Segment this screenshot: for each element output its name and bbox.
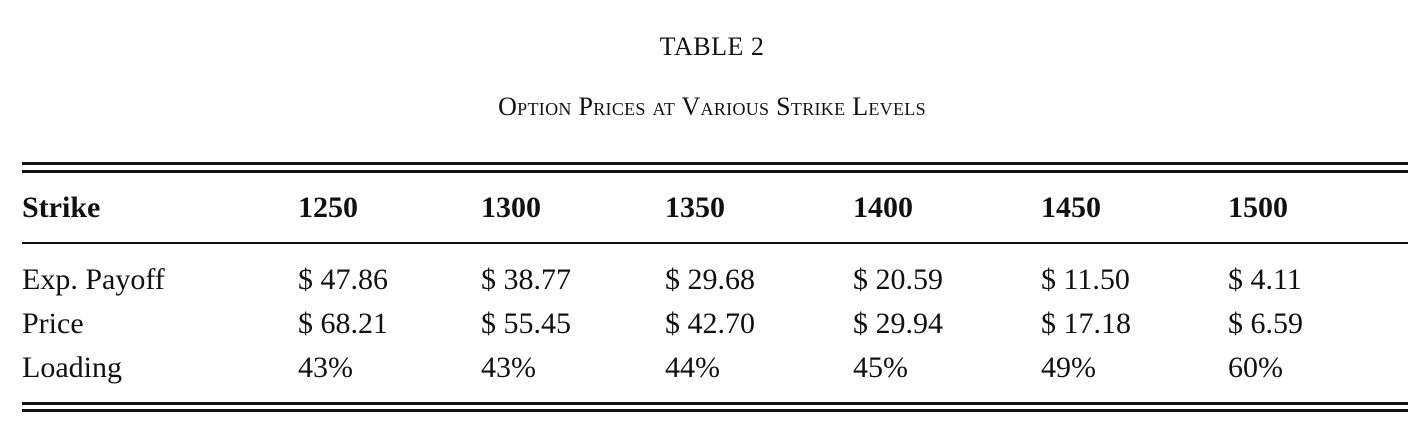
table-caption: Option Prices at Various Strike Levels [498,92,926,121]
bottom-rule-inner [22,409,1408,412]
table-cell: 43% [481,351,536,384]
header-cell-strike: Strike [22,191,101,224]
table-cell: $ 4.11 [1228,263,1302,296]
table-header: Strike 1250 1300 1350 1400 1450 1500 [22,186,1408,230]
table-cell: 60% [1228,351,1283,384]
table-cell: $ 20.59 [853,263,943,296]
table-cell: $ 38.77 [481,263,571,296]
table-row-loading: Loading 43% 43% 44% 45% 49% 60% [22,346,1408,390]
table-cell: 44% [665,351,720,384]
table-cell: 49% [1041,351,1096,384]
row-label: Price [22,307,84,340]
table-cell: $ 42.70 [665,307,755,340]
top-rule-outer [22,162,1408,165]
table-cell: $ 29.68 [665,263,755,296]
row-label: Exp. Payoff [22,263,165,296]
table-cell: $ 29.94 [853,307,943,340]
table-cell: $ 11.50 [1041,263,1130,296]
header-rule [22,242,1408,244]
header-cell-1450: 1450 [1041,191,1101,224]
table-body: Exp. Payoff $ 47.86 $ 38.77 $ 29.68 $ 20… [22,258,1408,390]
table-cell: $ 17.18 [1041,307,1131,340]
header-cell-1500: 1500 [1228,191,1288,224]
bottom-rule-outer [22,402,1408,405]
table-cell: $ 68.21 [298,307,388,340]
row-label: Loading [22,351,122,384]
header-cell-1350: 1350 [665,191,725,224]
table-cell: 45% [853,351,908,384]
table-cell: $ 47.86 [298,263,388,296]
header-row: Strike 1250 1300 1350 1400 1450 1500 [22,186,1408,230]
top-rule-inner [22,170,1408,173]
header-cell-1250: 1250 [298,191,358,224]
table-number: TABLE 2 [659,32,765,61]
table-cell: $ 6.59 [1228,307,1303,340]
table-cell: 43% [298,351,353,384]
table-row-exp-payoff: Exp. Payoff $ 47.86 $ 38.77 $ 29.68 $ 20… [22,258,1408,302]
header-cell-1400: 1400 [853,191,913,224]
table-row-price: Price $ 68.21 $ 55.45 $ 42.70 $ 29.94 $ … [22,302,1408,346]
table-cell: $ 55.45 [481,307,571,340]
header-cell-1300: 1300 [481,191,541,224]
